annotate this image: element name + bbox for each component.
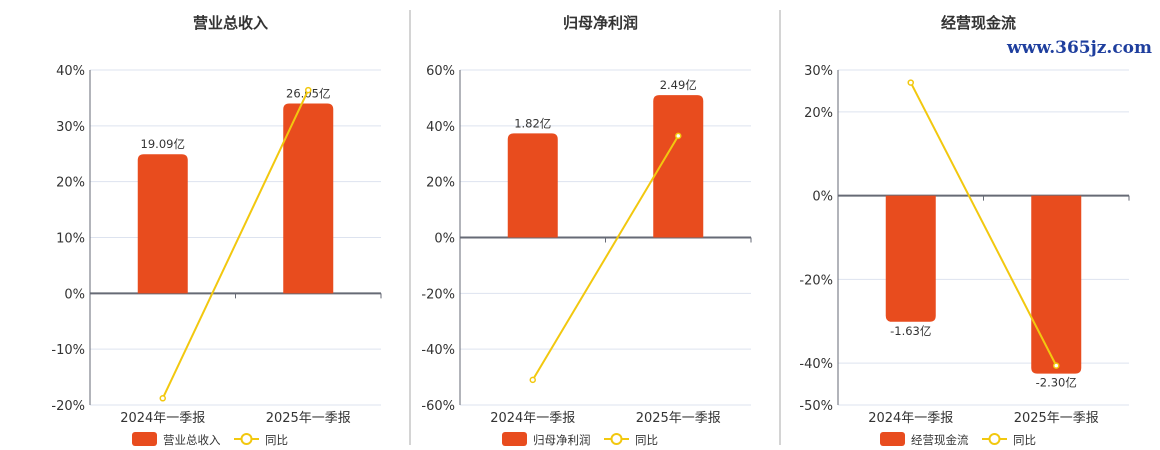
legend-line-label: 同比: [635, 433, 658, 447]
yoy-point: [529, 376, 536, 384]
chart-title: 归母净利润: [563, 14, 638, 32]
y-tick-label: 30%: [56, 120, 85, 135]
bar: [885, 195, 936, 322]
legend-bar-label: 经营现金流: [911, 433, 969, 447]
y-tick-label: 40%: [56, 64, 85, 79]
yoy-line: [161, 89, 310, 399]
yoy-point: [1053, 362, 1060, 369]
y-tick-label: 60%: [426, 64, 455, 79]
yoy-point: [159, 395, 166, 402]
bar-data-label: -2.30亿: [1036, 376, 1077, 390]
legend-line-marker: [988, 433, 1001, 445]
bar: [1031, 195, 1082, 374]
yoy-point: [305, 86, 312, 94]
bar-data-label: -1.63亿: [890, 324, 931, 338]
y-tick-label: 0%: [812, 190, 833, 205]
chart-title: 营业总收入: [193, 14, 268, 32]
y-tick-label: 20%: [804, 106, 833, 121]
bar: [137, 154, 188, 294]
y-tick-label: 20%: [426, 176, 455, 191]
legend-bar-label: 归母净利润: [533, 433, 591, 447]
legend-bar-swatch: [502, 432, 527, 446]
x-category-label: 2025年一季报: [266, 411, 351, 426]
y-tick-label: -60%: [421, 399, 455, 414]
bar-data-label: 2.49亿: [660, 78, 697, 92]
x-category-label: 2024年一季报: [868, 411, 953, 426]
bar-data-label: 1.82亿: [514, 116, 551, 130]
bar: [653, 95, 704, 238]
legend-line-label: 同比: [1013, 433, 1036, 447]
chart-panel-3: 经营现金流 30% 20% 0% -20% -40% -50% 2024年一季报 2025年一季…: [799, 14, 1130, 447]
bar: [283, 103, 334, 294]
chart-panel-2: 归母净利润 60% 40% 20% 0% -20% -40% -60% 2024年一季报 2025…: [421, 14, 752, 447]
x-category-label: 2024年一季报: [490, 411, 575, 426]
y-tick-label: 20%: [56, 176, 85, 191]
y-tick-label: 0%: [434, 232, 455, 247]
bar-data-label: 26.05亿: [286, 87, 330, 101]
y-tick-label: -20%: [799, 273, 833, 288]
legend-line-marker: [240, 433, 253, 445]
chart-panel-1: 营业总收入 40% 30% 20% 10% 0% -10% -20% 2024年一季报 2025年…: [51, 14, 382, 447]
legend-line-label: 同比: [265, 433, 288, 447]
x-category-label: 2024年一季报: [120, 411, 205, 426]
legend-bar-swatch: [132, 432, 157, 446]
y-tick-label: 10%: [56, 232, 85, 247]
legend-bar-swatch: [880, 432, 905, 446]
y-tick-label: -50%: [799, 399, 833, 414]
yoy-line: [531, 135, 680, 381]
y-tick-label: -20%: [51, 399, 85, 414]
yoy-line: [909, 82, 1058, 367]
bar: [507, 133, 558, 238]
y-tick-label: -40%: [421, 343, 455, 358]
y-tick-label: 0%: [64, 287, 85, 302]
x-category-label: 2025年一季报: [636, 411, 721, 426]
bar-data-label: 19.09亿: [141, 137, 185, 151]
y-tick-label: 40%: [426, 120, 455, 135]
y-tick-label: -40%: [799, 357, 833, 372]
y-tick-label: -10%: [51, 343, 85, 358]
watermark: www.365jz.com: [1007, 38, 1152, 58]
chart-title: 经营现金流: [941, 14, 1016, 32]
y-tick-label: 30%: [804, 64, 833, 79]
y-tick-label: -20%: [421, 287, 455, 302]
yoy-point: [907, 79, 914, 86]
legend-line-marker: [610, 433, 623, 445]
x-category-label: 2025年一季报: [1014, 411, 1099, 426]
legend-bar-label: 营业总收入: [163, 433, 221, 447]
yoy-point: [675, 132, 682, 140]
